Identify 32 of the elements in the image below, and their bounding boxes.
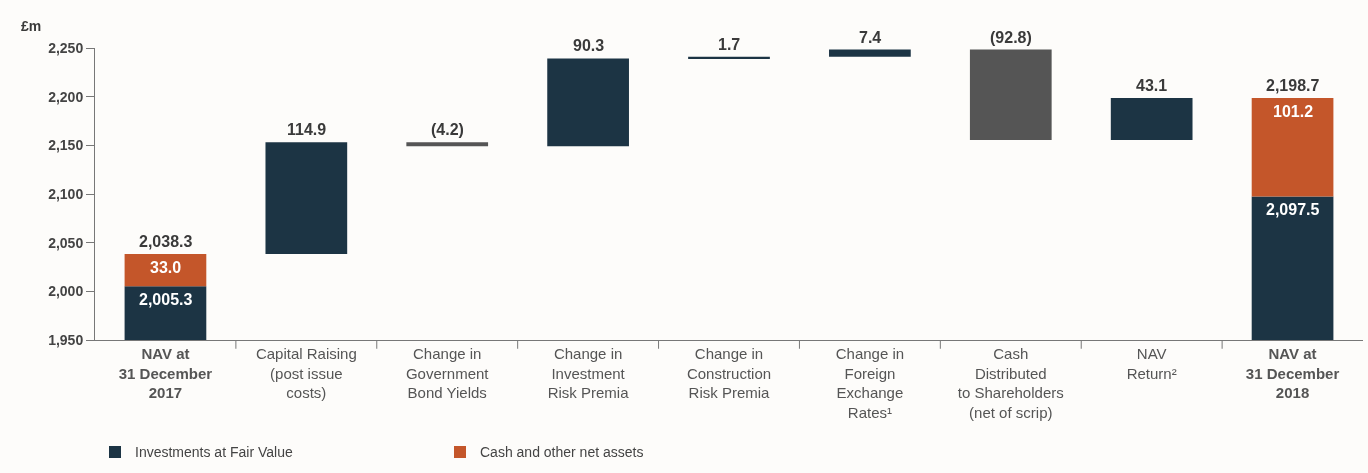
x-tick-label: Change in Construction Risk Premia [686,345,772,401]
data-label: (92.8) [990,29,1032,46]
y-tick-label: 1,950 [48,331,84,348]
data-label: 90.3 [573,37,605,54]
data-label: 1.7 [718,36,741,53]
data-label: 101.2 [1273,103,1314,120]
x-tick-label: Change in Government Bond Yields [405,345,490,401]
data-label: 2,097.5 [1266,201,1320,218]
data-label: 114.9 [287,121,327,138]
y-tick-label: 2,000 [48,283,84,300]
legend-label: Cash and other net assets [480,444,644,461]
y-axis-title: £m [21,18,42,34]
data-label: 7.4 [859,29,882,46]
y-tick-label: 2,100 [48,185,84,202]
x-tick-label: NAV at 31 December 2018 [1245,345,1340,401]
data-label: 33.0 [150,259,182,276]
x-tick-label: NAV at 31 December 2017 [118,345,213,401]
total-label: 2,198.7 [1266,77,1320,94]
y-tick-label: 2,250 [48,39,84,56]
y-tick-label: 2,150 [48,137,84,154]
y-tick-label: 2,200 [48,88,84,105]
x-tick-label: Capital Raising (post issue costs) [255,345,357,401]
data-label: (4.2) [431,121,464,138]
x-tick-label: Change in Investment Risk Premia [547,345,630,401]
x-tick-label: Cash Distributed to Shareholders (net of scrip) [957,345,1064,421]
data-label: 43.1 [1136,77,1168,94]
x-tick-label: Change in Foreign Exchange Rates¹ [835,345,905,421]
data-label: 2,005.3 [139,291,193,308]
total-label: 2,038.3 [139,233,193,250]
y-tick-label: 2,050 [48,234,84,251]
x-tick-label: NAV Return² [1126,345,1177,382]
legend-label: Investments at Fair Value [135,444,293,461]
